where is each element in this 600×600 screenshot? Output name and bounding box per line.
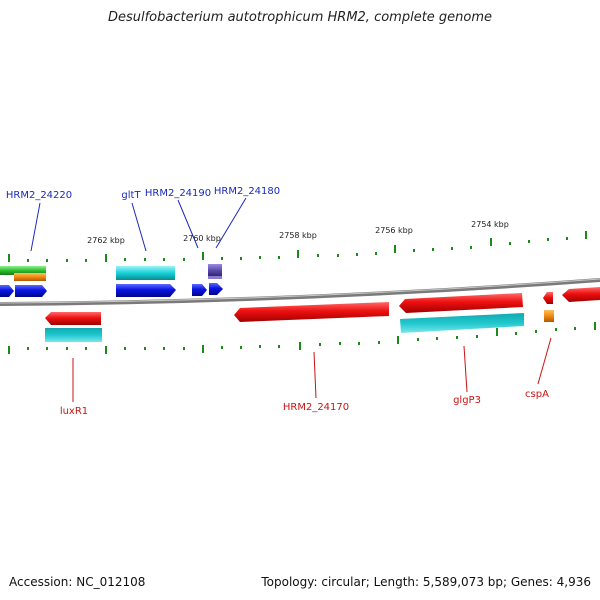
gene-arrow-forward[interactable] xyxy=(15,285,47,297)
gene-arrow-forward[interactable] xyxy=(116,284,176,297)
cds-cyan-feature xyxy=(400,313,524,333)
bottom-scale-ticks xyxy=(8,322,596,354)
cds-cyan-feature xyxy=(116,266,175,280)
gene-arrow-reverse[interactable] xyxy=(45,312,101,325)
gene-label[interactable]: luxR1 xyxy=(60,406,88,417)
gene-arrow-forward[interactable] xyxy=(0,285,14,297)
scale-label: 2760 kbp xyxy=(183,234,221,243)
genome-backbone xyxy=(0,278,600,306)
scale-label: 2758 kbp xyxy=(279,231,317,240)
gene-label[interactable]: HRM2_24220 xyxy=(6,190,72,201)
gene-label[interactable]: glgP3 xyxy=(453,395,481,406)
forward-genes xyxy=(0,283,223,297)
accession-label: Accession: NC_012108 xyxy=(9,575,146,589)
top-features xyxy=(0,264,222,281)
gene-label[interactable]: gltT xyxy=(121,190,141,201)
gene-arrow-reverse[interactable] xyxy=(399,293,523,313)
bottom-features xyxy=(45,310,554,342)
cds-purple-feature-base xyxy=(208,276,222,279)
reverse-genes xyxy=(45,287,600,325)
gene-arrow-reverse[interactable] xyxy=(562,287,600,302)
gene-arrow-reverse[interactable] xyxy=(543,292,553,304)
scale-label: 2756 kbp xyxy=(375,226,413,235)
gene-label[interactable]: HRM2_24170 xyxy=(283,402,349,413)
bottom-callouts xyxy=(72,337,552,402)
gene-label[interactable]: cspA xyxy=(525,389,549,400)
top-callouts xyxy=(30,197,247,252)
scale-label: 2754 kbp xyxy=(471,220,509,229)
gene-arrow-reverse[interactable] xyxy=(234,302,389,322)
genome-summary: Topology: circular; Length: 5,589,073 bp… xyxy=(261,575,591,589)
cds-purple-feature xyxy=(208,264,222,277)
gene-label[interactable]: HRM2_24180 xyxy=(214,186,280,197)
top-scale-ticks xyxy=(8,231,587,262)
map-title: Desulfobacterium autotrophicum HRM2, com… xyxy=(107,10,493,25)
cds-orange-feature xyxy=(544,310,554,322)
gene-label[interactable]: HRM2_24190 xyxy=(145,188,211,199)
cds-orange-feature xyxy=(14,273,46,281)
cds-cyan-feature xyxy=(45,328,102,342)
genome-backbone-highlight xyxy=(0,278,600,304)
scale-label: 2762 kbp xyxy=(87,236,125,245)
gene-arrow-forward[interactable] xyxy=(209,283,223,295)
cds-green-feature xyxy=(0,266,46,275)
gene-arrow-forward[interactable] xyxy=(192,284,207,296)
